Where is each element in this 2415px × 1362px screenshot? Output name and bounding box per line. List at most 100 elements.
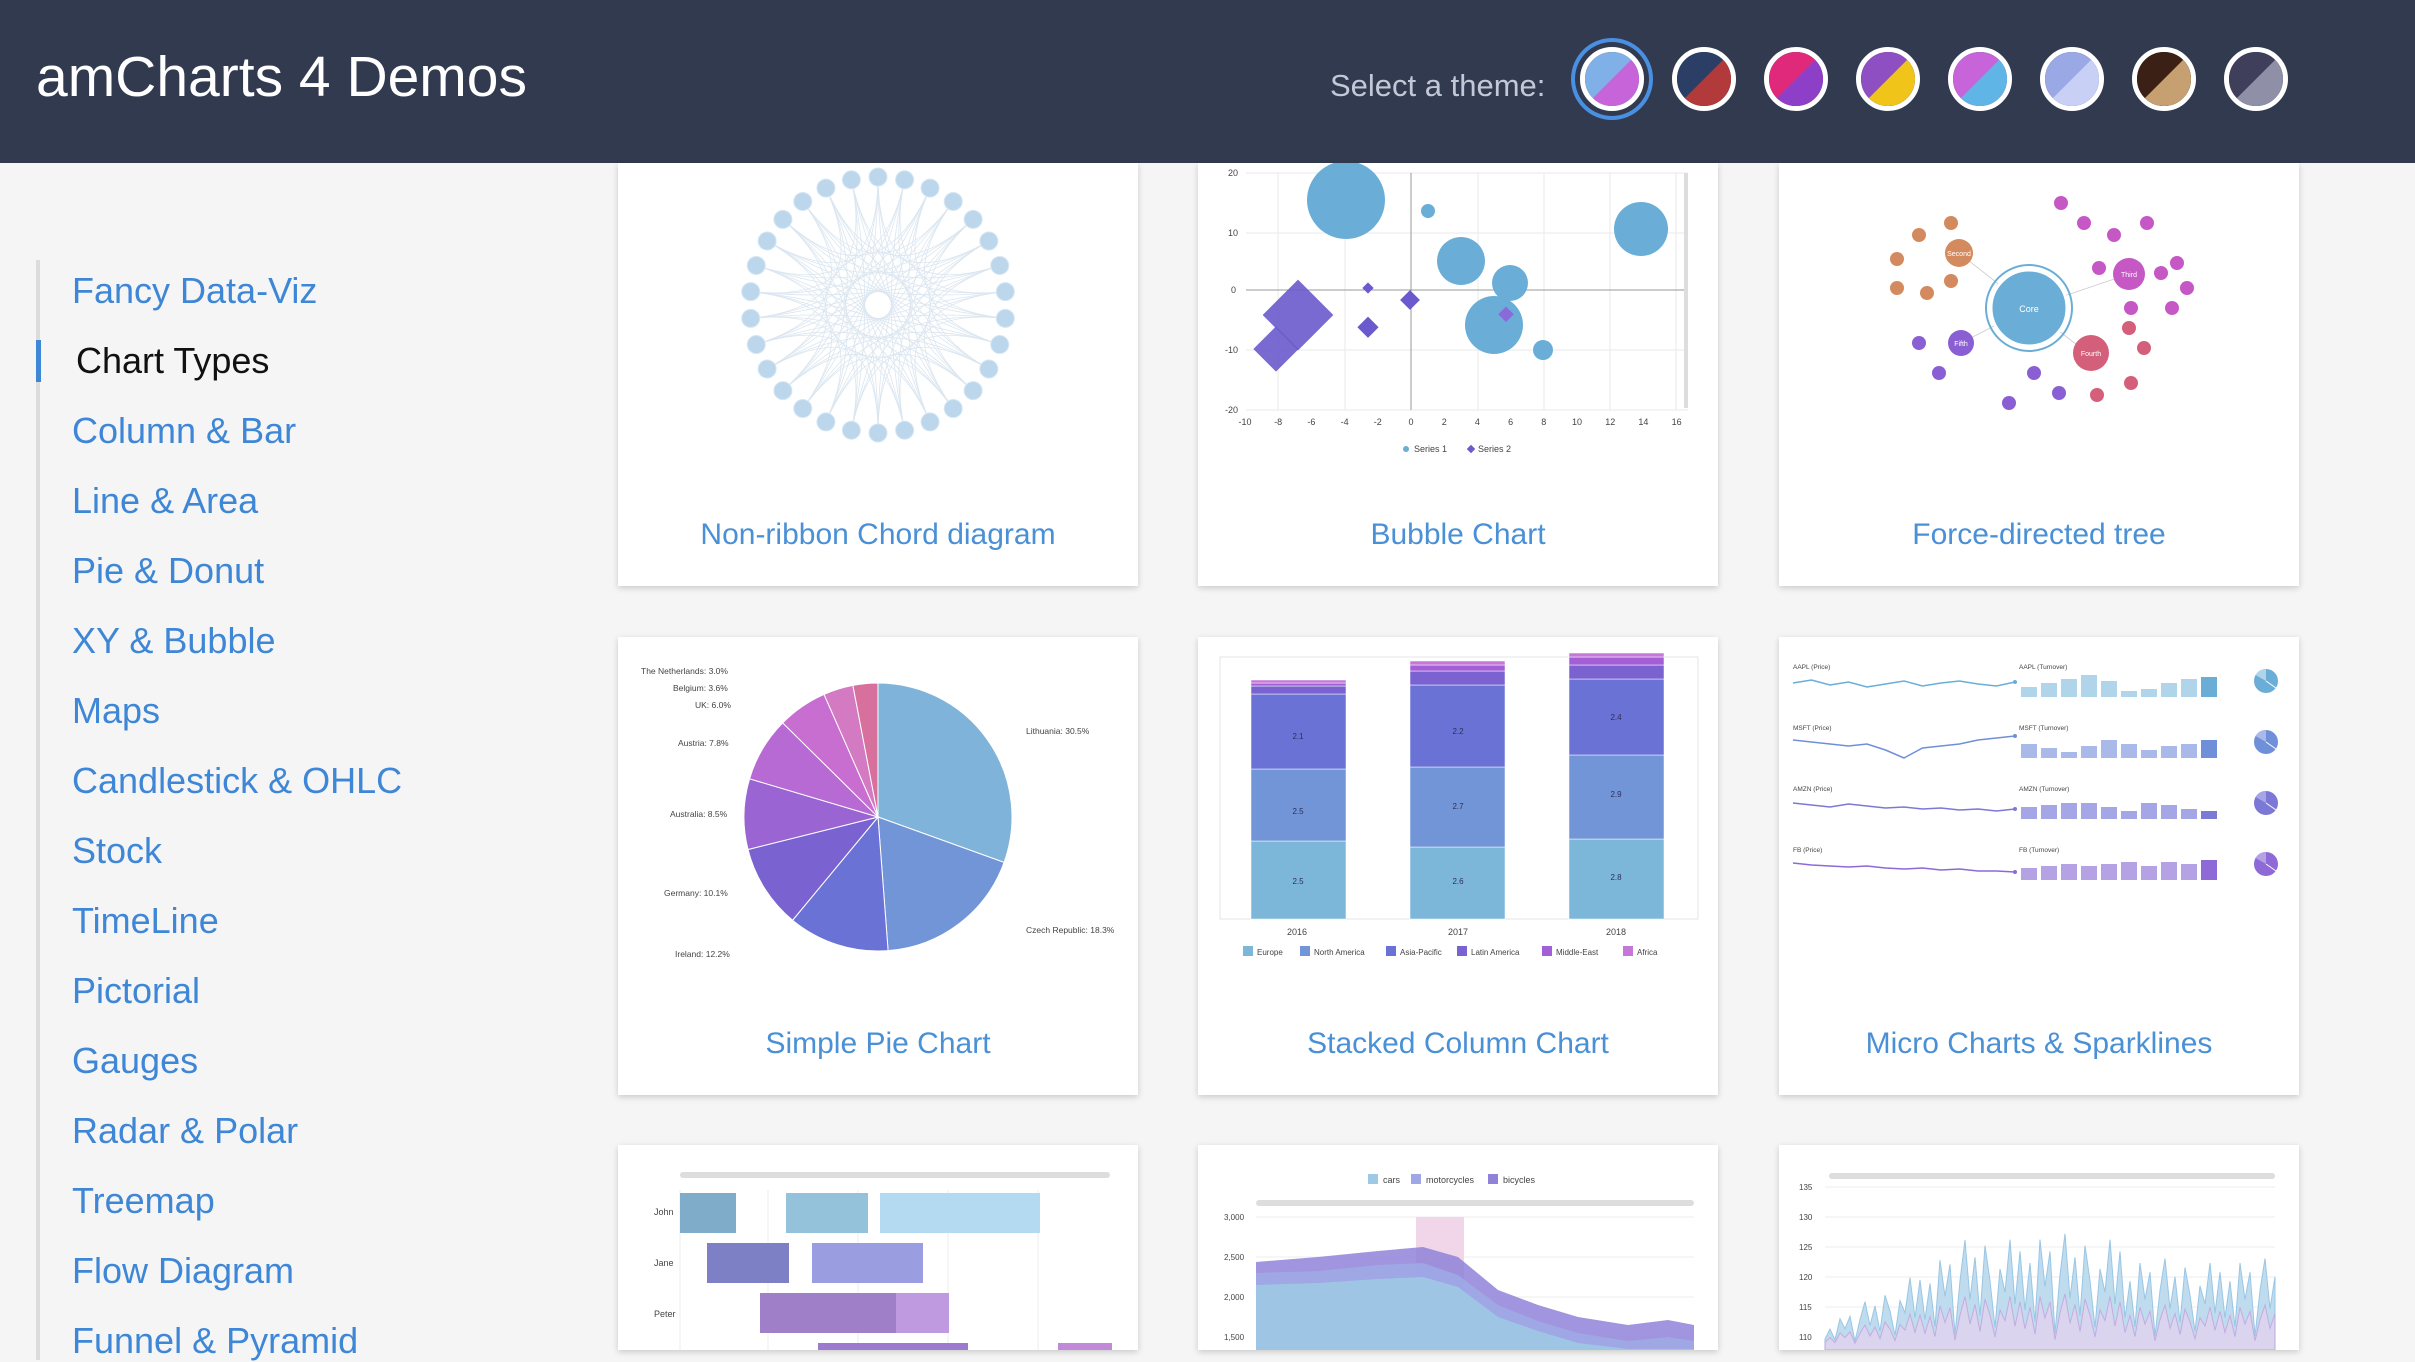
sidebar-item-pictorial[interactable]: Pictorial <box>72 970 201 1011</box>
demo-card-title: Non-ribbon Chord diagram <box>700 518 1056 551</box>
micro-column <box>2021 744 2037 758</box>
scrollbar[interactable] <box>680 1172 1110 1178</box>
micro-column <box>2061 864 2077 880</box>
theme-button-moonrise[interactable] <box>2132 47 2196 111</box>
tree-node-core-ring <box>1985 264 2073 352</box>
tree-node <box>1948 330 1974 356</box>
chord-link <box>756 265 906 431</box>
chord-link <box>782 331 1000 391</box>
tree-node <box>1944 216 1958 230</box>
demo-card-line-chart[interactable]: 135 130 125 120 115 110 <box>1779 1145 2299 1350</box>
pie-label: Ireland: 12.2% <box>675 949 730 959</box>
theme-button-material[interactable] <box>1764 47 1828 111</box>
theme-button-frozen[interactable] <box>2040 47 2104 111</box>
chord-node <box>920 178 940 198</box>
pie-slice <box>877 682 1013 864</box>
theme-button-kelly[interactable] <box>1856 47 1920 111</box>
chord-link <box>802 356 954 409</box>
chord-link <box>877 187 931 434</box>
gantt-bar <box>896 1293 949 1333</box>
diamond-point <box>1498 306 1514 323</box>
sidebar-item-chart-types[interactable]: Chart Types <box>36 340 269 382</box>
micro-pie-divider <box>2265 741 2277 750</box>
chord-link <box>877 176 1000 276</box>
micro-column <box>2121 691 2137 697</box>
diamond-point <box>1400 290 1420 310</box>
sidebar-item-timeline[interactable]: TimeLine <box>72 900 219 941</box>
chord-link <box>766 240 879 434</box>
demo-card-bubble[interactable]: 20 10 0 -10 -20 -10 -8 -6 -4 -2 0 2 4 6 8 10 12 14 16… <box>1198 163 1718 586</box>
chord-link <box>924 265 1000 409</box>
sidebar-item-line-area[interactable]: Line & Area <box>72 480 259 521</box>
tree-node <box>2052 386 2066 400</box>
tree-node-label: Fourth <box>2081 351 2101 358</box>
sparkline-label: AAPL (Price) <box>1793 664 1830 671</box>
stacked-area-thumbnail: cars motorcycles bicycles 3,000 2,500 2,… <box>1224 1174 1694 1350</box>
chord-link <box>766 240 990 274</box>
scrollbar-thumb[interactable] <box>1684 173 1688 408</box>
sidebar-item-flow-diagram[interactable]: Flow Diagram <box>72 1250 295 1291</box>
theme-button-animated[interactable] <box>1580 47 1644 111</box>
chord-link <box>802 201 954 254</box>
theme-selector-label: Select a theme: <box>1330 68 1546 103</box>
bubble-chart-thumbnail: 20 10 0 -10 -20 -10 -8 -6 -4 -2 0 2 4 6 8 10 12 14 16… <box>1225 163 1688 454</box>
chord-node <box>841 420 861 440</box>
micro-column <box>2181 809 2197 819</box>
chord-link <box>914 291 1006 423</box>
demo-card-chord[interactable]: Non-ribbon Chord diagram <box>618 163 1138 586</box>
y-tick-label: 130 <box>1799 1213 1813 1222</box>
demo-card-pie[interactable]: The Netherlands: 3.0% Belgium: 3.6% UK: … <box>618 637 1138 1095</box>
demo-card-gantt[interactable]: John Jane Peter <box>618 1145 1138 1350</box>
sidebar-item-fancy-data-viz[interactable]: Fancy Data-Viz <box>72 270 318 311</box>
chord-link <box>825 187 879 434</box>
sidebar-item-candlestick-ohlc[interactable]: Candlestick & OHLC <box>72 760 403 801</box>
micro-column <box>2201 677 2217 697</box>
demo-card-stacked-area[interactable]: cars motorcycles bicycles 3,000 2,500 2,… <box>1198 1145 1718 1350</box>
sidebar-item-treemap[interactable]: Treemap <box>72 1180 215 1221</box>
sidebar-item-xy-bubble[interactable]: XY & Bubble <box>72 620 276 661</box>
micro-column <box>2101 681 2117 697</box>
chord-node <box>868 423 888 443</box>
tree-node <box>2124 376 2138 390</box>
sidebar-item-stock[interactable]: Stock <box>72 830 163 871</box>
theme-button-dataviz[interactable] <box>1948 47 2012 111</box>
sidebar-item-maps[interactable]: Maps <box>72 690 161 731</box>
theme-button-spirited[interactable] <box>2224 47 2288 111</box>
chord-link <box>802 201 990 370</box>
micro-column <box>2041 805 2057 819</box>
tree-node <box>1945 239 1973 267</box>
demo-card-force-tree[interactable]: Core Fourth Third Second Fifth Force-dir… <box>1779 163 2299 586</box>
chord-link <box>877 176 990 370</box>
chord-node <box>741 282 761 302</box>
chord-node <box>841 170 861 190</box>
chord-node <box>979 231 999 251</box>
pie-slice <box>852 682 879 818</box>
demo-card-stacked-column[interactable]: 2.1 2.5 2.5 2.2 2.7 2.6 2.4 2.9 2.8 2016 2017 20… <box>1198 637 1718 1095</box>
data-label: 2.1 <box>1292 732 1304 741</box>
scrollbar[interactable] <box>1829 1173 2275 1179</box>
legend-marker <box>1243 946 1253 956</box>
chord-link <box>750 291 842 423</box>
chord-link <box>782 219 858 431</box>
sidebar-item-funnel-pyramid[interactable]: Funnel & Pyramid <box>72 1320 359 1361</box>
sidebar-item-gauges[interactable]: Gauges <box>72 1040 199 1081</box>
micro-column <box>2141 750 2157 758</box>
gantt-bar <box>812 1243 923 1283</box>
demo-card-micro-charts[interactable]: AAPL (Price) AAPL (Turnover) MSFT (Price) M… <box>1779 637 2299 1095</box>
legend-marker <box>1300 946 1310 956</box>
sidebar-item-column-bar[interactable]: Column & Bar <box>72 410 297 451</box>
micro-pie-slice <box>2255 669 2266 681</box>
bubble-point <box>1437 237 1485 285</box>
x-tick-label: 8 <box>1541 417 1546 427</box>
sparkline-label: AAPL (Turnover) <box>2019 664 2067 671</box>
chord-link <box>802 316 1006 409</box>
chord-node <box>773 209 793 229</box>
sparkline-label: MSFT (Turnover) <box>2019 725 2068 732</box>
sidebar-item-radar-polar[interactable]: Radar & Polar <box>72 1110 299 1151</box>
chord-link <box>756 331 974 391</box>
scrollbar[interactable] <box>1256 1200 1694 1206</box>
theme-button-dark[interactable] <box>1672 47 1736 111</box>
chord-node <box>793 399 813 419</box>
sidebar-item-pie-donut[interactable]: Pie & Donut <box>72 550 265 591</box>
x-tick-label: 12 <box>1605 417 1615 427</box>
